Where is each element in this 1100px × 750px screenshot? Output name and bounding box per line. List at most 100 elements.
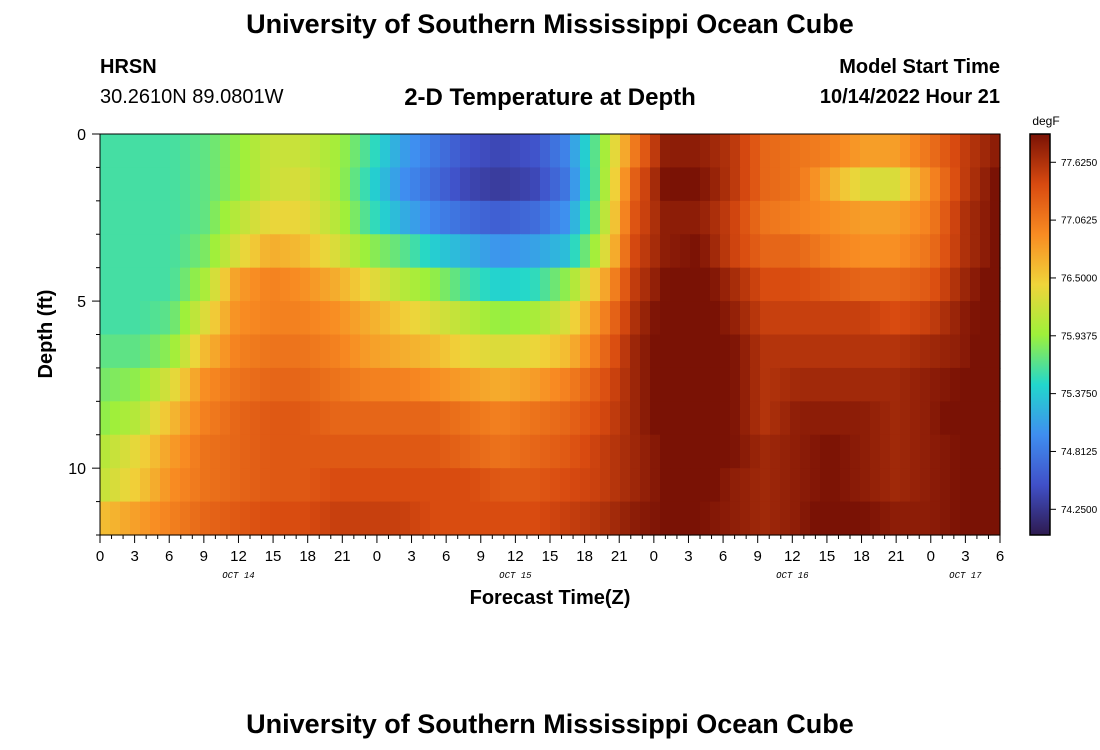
heatmap-cell: [240, 267, 251, 302]
heatmap-cell: [850, 301, 861, 336]
heatmap-cell: [270, 401, 281, 436]
heatmap-cell: [750, 401, 761, 436]
heatmap-cell: [690, 134, 701, 169]
heatmap-cell: [550, 367, 561, 402]
heatmap-cell: [470, 134, 481, 169]
colorbar-tick-label: 75.9375: [1061, 331, 1098, 342]
heatmap-cell: [340, 267, 351, 302]
heatmap-cell: [920, 367, 931, 402]
heatmap-cell: [890, 134, 901, 169]
heatmap-cell: [980, 267, 991, 302]
heatmap-cell: [950, 301, 961, 336]
heatmap-cell: [460, 401, 471, 436]
heatmap-cell: [390, 134, 401, 169]
heatmap-cell: [570, 501, 581, 536]
heatmap-cell: [550, 267, 561, 302]
heatmap-cell: [310, 167, 321, 202]
heatmap-cell: [210, 401, 221, 436]
heatmap-cell: [480, 367, 491, 402]
heatmap-cell: [290, 167, 301, 202]
heatmap-cell: [670, 234, 681, 269]
heatmap-cell: [940, 334, 951, 369]
heatmap-cell: [890, 234, 901, 269]
heatmap-cell: [640, 200, 651, 235]
heatmap-cell: [480, 301, 491, 336]
heatmap-cell: [310, 468, 321, 503]
heatmap-cell: [640, 334, 651, 369]
heatmap-cell: [710, 267, 721, 302]
heatmap-cell: [450, 167, 461, 202]
heatmap-cell: [940, 468, 951, 503]
heatmap-cell: [530, 334, 541, 369]
heatmap-cell: [940, 234, 951, 269]
heatmap-cell: [450, 468, 461, 503]
heatmap-cell: [280, 167, 291, 202]
heatmap-cell: [160, 167, 171, 202]
heatmap-cell: [790, 200, 801, 235]
heatmap-cell: [640, 501, 651, 536]
heatmap-cell: [530, 167, 541, 202]
heatmap-cell: [230, 434, 241, 469]
heatmap-cell: [300, 167, 311, 202]
heatmap-cell: [600, 167, 611, 202]
heatmap-cell: [480, 200, 491, 235]
heatmap-cell: [450, 234, 461, 269]
heatmap-cell: [370, 468, 381, 503]
heatmap-cell: [950, 501, 961, 536]
heatmap-cell: [100, 134, 111, 169]
heatmap-cell: [590, 267, 601, 302]
x-tick-label: 12: [784, 548, 801, 565]
heatmap-cell: [630, 334, 641, 369]
heatmap-cell: [840, 200, 851, 235]
heatmap-cell: [930, 301, 941, 336]
heatmap-cell: [700, 401, 711, 436]
heatmap-cell: [960, 434, 971, 469]
heatmap-cell: [980, 401, 991, 436]
heatmap-cell: [640, 367, 651, 402]
heatmap-cell: [950, 234, 961, 269]
heatmap-cell: [320, 134, 331, 169]
heatmap-cell: [900, 167, 911, 202]
heatmap-cell: [970, 434, 981, 469]
heatmap-cell: [910, 501, 921, 536]
heatmap-cell: [250, 267, 261, 302]
heatmap-cell: [590, 234, 601, 269]
heatmap-cell: [870, 468, 881, 503]
heatmap-cell: [700, 434, 711, 469]
heatmap-cell: [940, 401, 951, 436]
heatmap-cell: [550, 501, 561, 536]
heatmap-cell: [300, 301, 311, 336]
heatmap-cell: [990, 267, 1001, 302]
heatmap-cell: [490, 167, 501, 202]
heatmap-cell: [720, 501, 731, 536]
heatmap-cell: [690, 434, 701, 469]
heatmap-cell: [870, 234, 881, 269]
heatmap-cell: [800, 301, 811, 336]
heatmap-cell: [630, 234, 641, 269]
heatmap-cell: [540, 167, 551, 202]
heatmap-cell: [240, 301, 251, 336]
heatmap-cell: [620, 401, 631, 436]
heatmap-cell: [800, 267, 811, 302]
heatmap-cell: [940, 367, 951, 402]
heatmap-cell: [250, 501, 261, 536]
heatmap-cell: [200, 267, 211, 302]
heatmap-cell: [200, 367, 211, 402]
heatmap-cell: [620, 167, 631, 202]
heatmap-cell: [320, 301, 331, 336]
heatmap-cell: [720, 267, 731, 302]
heatmap-cell: [160, 234, 171, 269]
heatmap-cell: [330, 434, 341, 469]
heatmap-cell: [800, 134, 811, 169]
heatmap-cell: [980, 301, 991, 336]
heatmap-cell: [190, 167, 201, 202]
heatmap-cell: [970, 134, 981, 169]
heatmap-cell: [910, 401, 921, 436]
heatmap-cell: [710, 234, 721, 269]
heatmap-cell: [610, 267, 621, 302]
heatmap-cell: [690, 334, 701, 369]
heatmap-cell: [190, 267, 201, 302]
heatmap-cell: [950, 468, 961, 503]
heatmap-cell: [350, 434, 361, 469]
heatmap-cell: [910, 134, 921, 169]
